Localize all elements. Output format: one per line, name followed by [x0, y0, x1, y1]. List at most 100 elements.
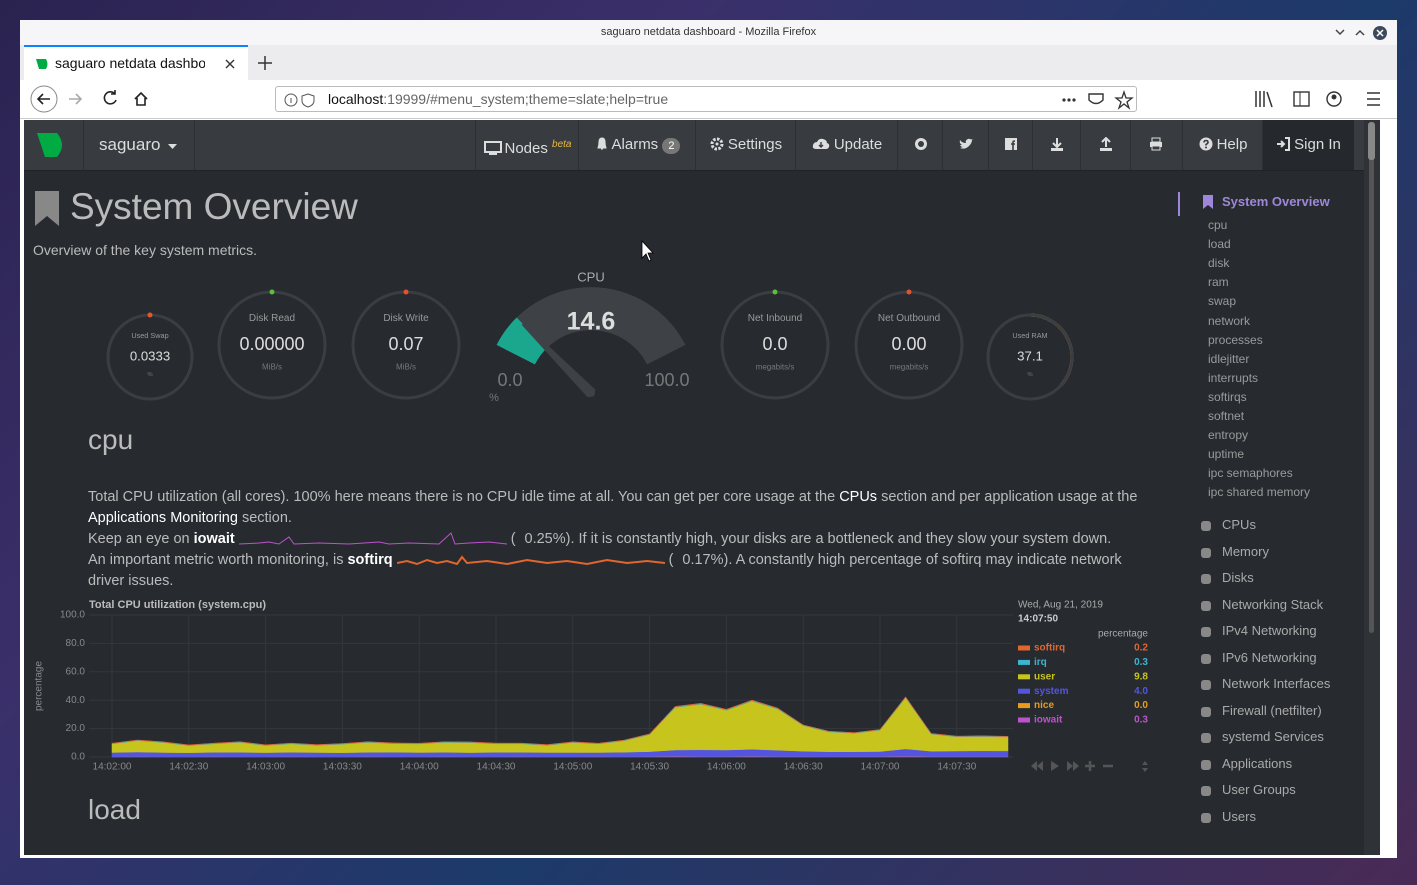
link[interactable]: Applications Monitoring: [88, 510, 238, 526]
x-tick-label: 14:03:30: [323, 762, 362, 773]
x-tick-label: 14:06:30: [784, 762, 823, 773]
sidebar-subitem[interactable]: uptime: [1208, 447, 1245, 462]
sign-in-label: Sign In: [1294, 136, 1341, 153]
icon: [959, 138, 973, 149]
window-controls[interactable]: [1330, 24, 1396, 42]
tab[interactable]: saguaro netdata dashboard: [24, 45, 248, 80]
update-label: Update: [833, 136, 883, 153]
sidebar-subitem[interactable]: idlejitter: [1208, 351, 1250, 366]
sidebar-subitem[interactable]: interrupts: [1208, 370, 1259, 385]
download-button[interactable]: [1032, 120, 1081, 170]
paragraph: An important metric worth monitoring, is…: [88, 550, 1148, 592]
gauge-unit: %: [489, 392, 499, 404]
facebook-button[interactable]: [988, 120, 1033, 170]
sidebar-section[interactable]: Applications: [1222, 755, 1293, 771]
gauge-value: 0.07: [388, 334, 423, 354]
sidebar-section[interactable]: Users: [1222, 808, 1256, 824]
text: An important metric worth monitoring, is: [88, 552, 348, 568]
sidebar-subitem[interactable]: entropy: [1208, 428, 1249, 443]
legend-value: 0.2: [1134, 643, 1148, 654]
link[interactable]: CPUs: [839, 489, 878, 505]
sidebar-subitem[interactable]: ram: [1208, 275, 1229, 290]
mouse-cursor: [641, 239, 654, 262]
gauge-value: 0.00: [891, 334, 926, 354]
alarms-button[interactable]: Alarms 2: [578, 120, 696, 170]
sidebar-subitem[interactable]: softirqs: [1208, 389, 1247, 404]
gauge-max: 100.0: [644, 370, 689, 390]
url-host: localhost: [328, 91, 384, 107]
sidebar-section[interactable]: Firewall (netfilter): [1222, 702, 1322, 718]
sidebar-section[interactable]: Disks: [1222, 570, 1254, 585]
url-actions[interactable]: [1058, 90, 1134, 110]
gauge-unit: MiB/s: [396, 362, 416, 371]
sidebar-section[interactable]: IPv6 Networking: [1222, 649, 1317, 665]
url-bar[interactable]: localhost:19999/#menu_system;theme=slate…: [275, 86, 1137, 112]
sidebar-section[interactable]: User Groups: [1222, 782, 1296, 797]
print-button[interactable]: [1130, 120, 1181, 170]
github-button[interactable]: [897, 120, 943, 170]
gauge-title: Used RAM: [1012, 331, 1047, 340]
hostname-menu[interactable]: saguaro: [83, 120, 195, 170]
sidebar-subitem[interactable]: softnet: [1208, 409, 1245, 423]
upload-button[interactable]: [1080, 120, 1131, 170]
sidebar-section[interactable]: Network Interfaces: [1222, 676, 1331, 691]
sidebar-active[interactable]: System Overview: [1222, 194, 1330, 209]
sidebar-section[interactable]: Networking Stack: [1222, 596, 1324, 612]
new-tab[interactable]: [256, 54, 274, 72]
sidebar-subitem[interactable]: processes: [1208, 332, 1263, 347]
sidebar-icon: [1201, 733, 1211, 743]
y-tick-label: 40.0: [66, 695, 86, 706]
legend-value: 0.0: [1134, 700, 1148, 711]
sidebar-section[interactable]: systemd Services: [1222, 729, 1324, 744]
toolbar-icons[interactable]: [1252, 88, 1382, 110]
page-title: System Overview: [70, 186, 358, 227]
scrollbar[interactable]: [1364, 120, 1380, 855]
nav-buttons[interactable]: [28, 84, 168, 114]
sidebar-icon: [1201, 653, 1211, 664]
text: ). If it is constantly high, your disks …: [565, 531, 1112, 547]
netdata-logo[interactable]: [35, 130, 69, 160]
sidebar-section[interactable]: IPv4 Networking: [1222, 623, 1317, 638]
x-tick-label: 14:02:00: [93, 762, 132, 773]
tab-title: saguaro netdata dashboard: [55, 55, 205, 71]
icon-shape: [1201, 653, 1211, 664]
sidebar-subitem[interactable]: load: [1208, 237, 1231, 252]
gauge-hub: [587, 389, 595, 397]
alarms-count: 2: [662, 138, 681, 154]
sidebar-section[interactable]: Memory: [1222, 543, 1269, 559]
y-tick-label: 60.0: [66, 666, 86, 677]
x-tick-label: 14:02:30: [169, 762, 208, 773]
area-series: [111, 696, 1009, 746]
sidebar-subitem[interactable]: cpu: [1208, 218, 1228, 232]
tab-close[interactable]: [223, 57, 237, 71]
scrollbar-thumb[interactable]: [1368, 122, 1375, 160]
scrollbar-track: [1369, 123, 1374, 633]
sidebar-subitem[interactable]: network: [1208, 313, 1251, 328]
settings-label: Settings: [727, 136, 783, 153]
icon: [710, 137, 724, 151]
sign-in-button[interactable]: Sign In: [1262, 120, 1354, 170]
legend-name: nice: [1034, 700, 1054, 711]
sidebar-marker: [1178, 192, 1180, 216]
sidebar-subitem[interactable]: disk: [1208, 256, 1230, 271]
legend-name: irq: [1034, 657, 1047, 668]
sidebar-subitem[interactable]: ipc semaphores: [1208, 466, 1293, 481]
sidebar-subitem[interactable]: swap: [1208, 294, 1237, 309]
help-button[interactable]: Help: [1182, 120, 1263, 170]
nodes-button[interactable]: Nodes beta: [475, 120, 579, 170]
icon: [1277, 137, 1291, 151]
metric-name: softirq: [347, 552, 393, 568]
icon-shape: [1201, 706, 1211, 717]
sidebar-icon: [1201, 786, 1211, 796]
sidebar-subitem[interactable]: ipc shared memory: [1208, 485, 1311, 500]
update-button[interactable]: Update: [795, 120, 898, 170]
chart-controls[interactable]: [1029, 758, 1149, 774]
twitter-button[interactable]: [942, 120, 989, 170]
sidebar-section[interactable]: CPUs: [1222, 517, 1256, 532]
url-icons: [284, 93, 315, 108]
bookmark-icon: [35, 191, 59, 226]
icon-shape: [1201, 680, 1211, 690]
legend-swatch: [1018, 703, 1030, 709]
settings-button[interactable]: Settings: [695, 120, 796, 170]
